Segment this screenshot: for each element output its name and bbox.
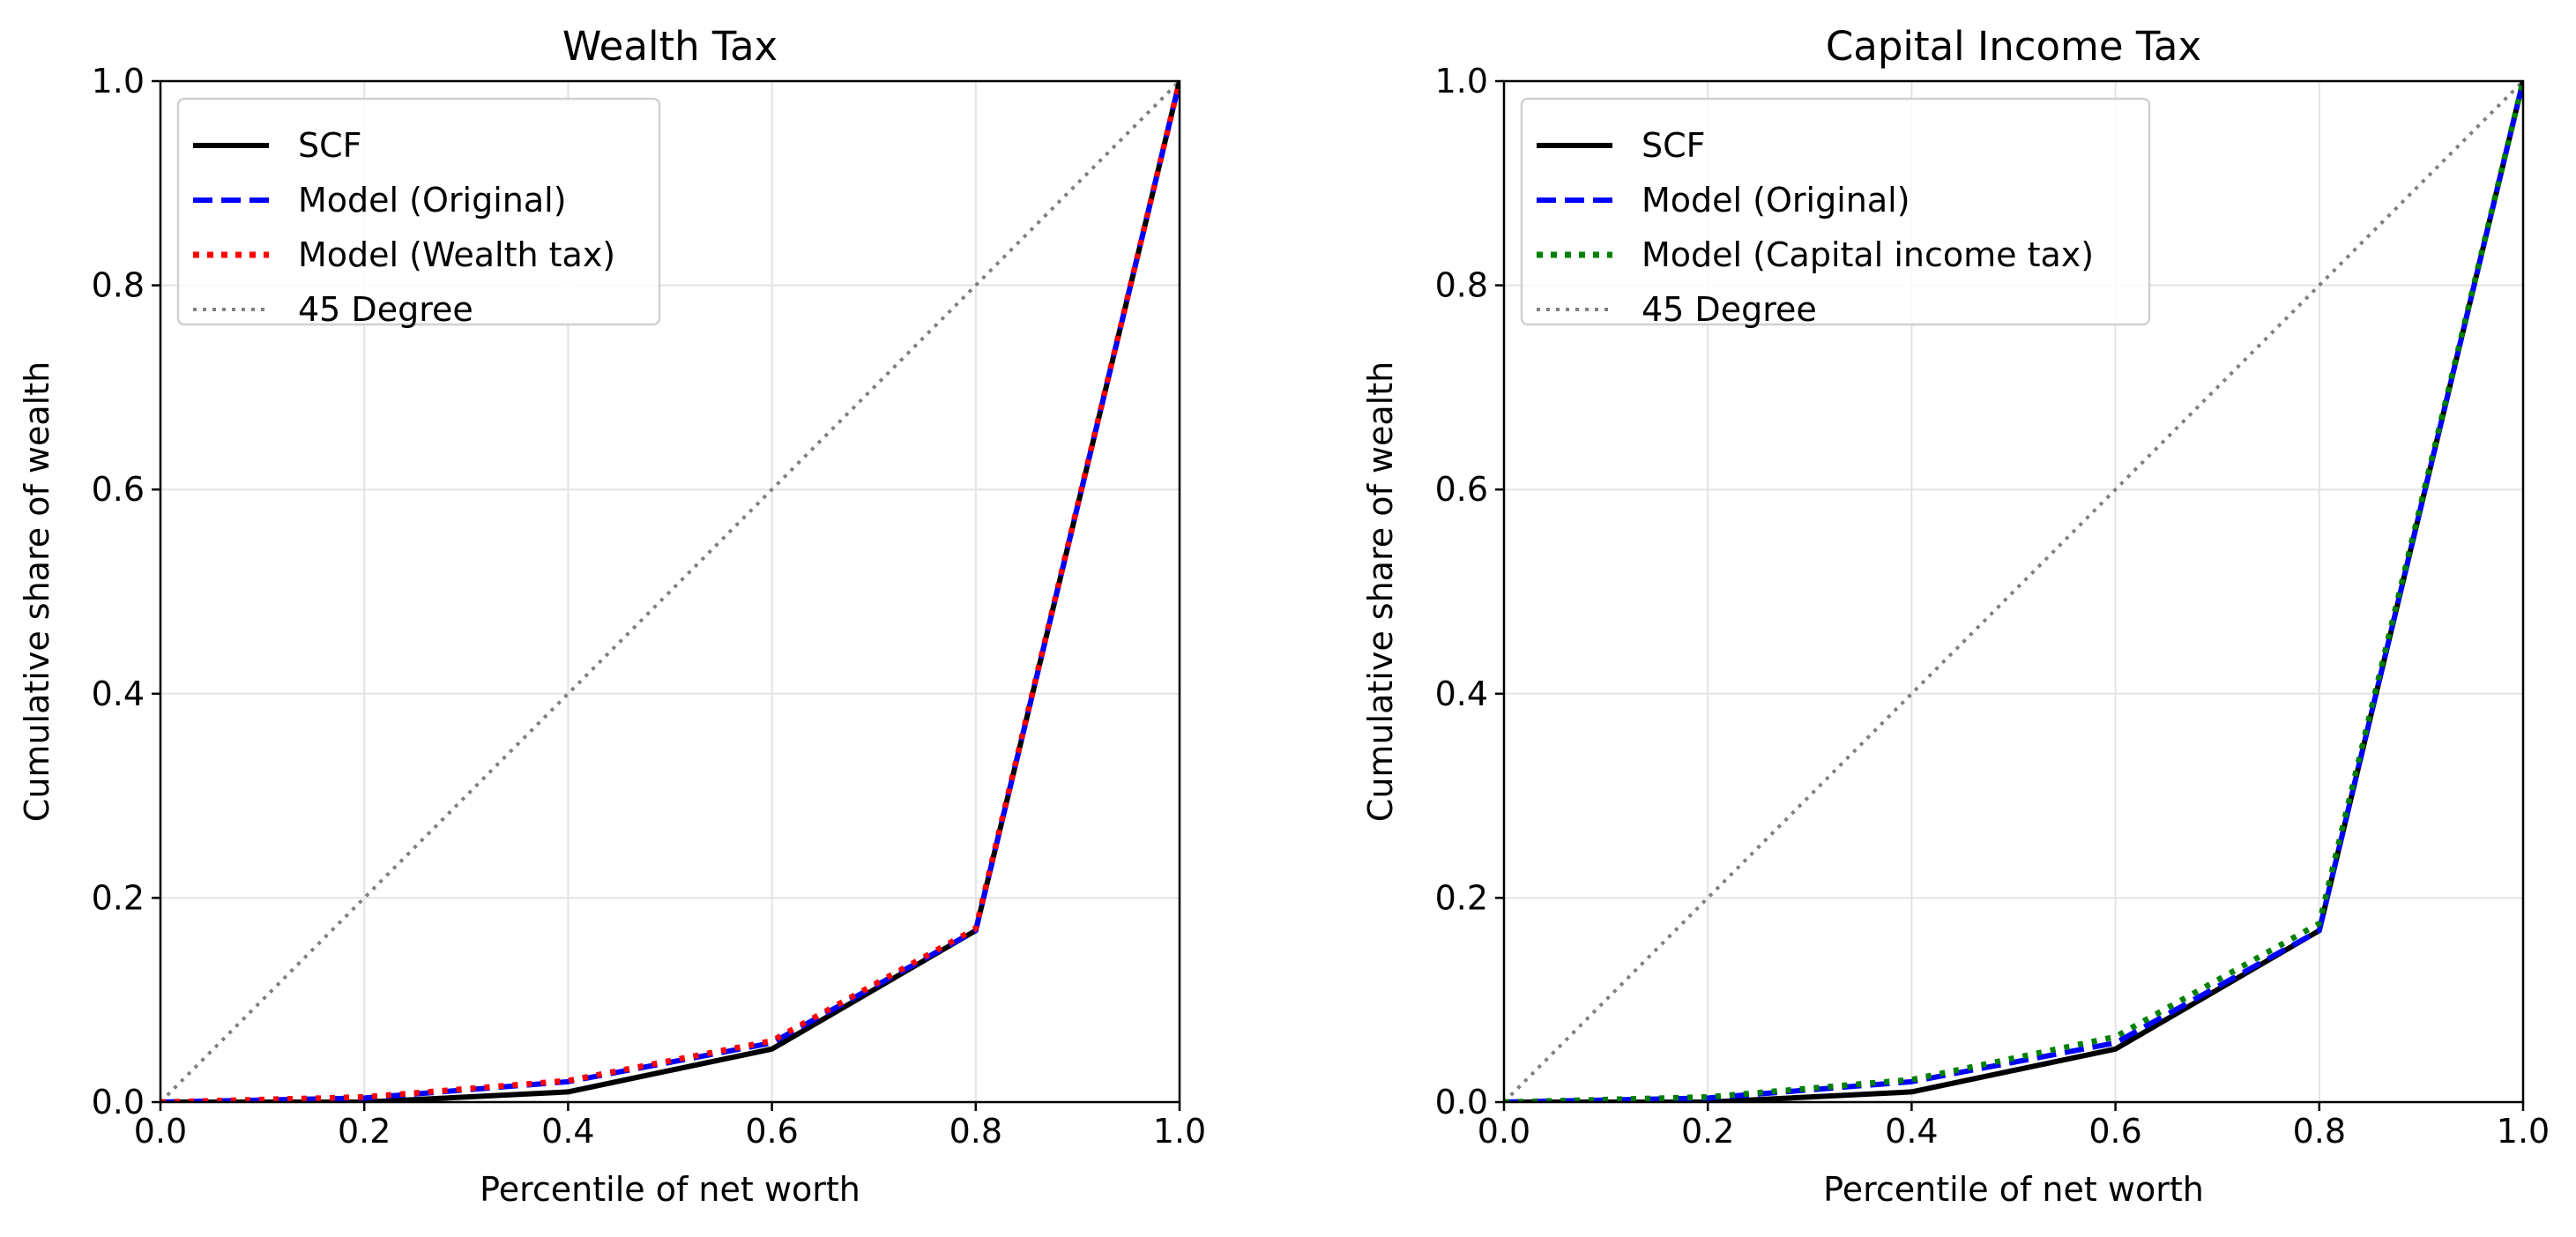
legend-label-model-original: Model (Original) <box>1642 181 1910 220</box>
x-tick-label: 0.0 <box>134 1112 187 1151</box>
x-tick-label: 0.4 <box>1885 1112 1938 1151</box>
y-tick-label: 0.6 <box>1435 470 1488 509</box>
legend-label-scf: SCF <box>1642 126 1706 165</box>
legend-label-45-degree: 45 Degree <box>298 290 473 329</box>
wealth-tax-panel: 0.0 0.2 0.4 0.6 0.8 1.0 0.0 0.2 0.4 0.6 0.8 1.0 Weal… <box>18 23 1206 1209</box>
legend-box <box>1520 97 2151 326</box>
y-tick-label: 0.2 <box>92 878 145 917</box>
y-tick-label: 0.6 <box>92 470 145 509</box>
y-tick-label: 1.0 <box>92 62 145 101</box>
x-axis-label: Percentile of net worth <box>1823 1170 2204 1209</box>
chart-title: Wealth Tax <box>562 23 778 70</box>
y-axis-label: Cumulative share of wealth <box>1361 361 1400 822</box>
chart-title: Capital Income Tax <box>1826 23 2201 70</box>
x-tick-label: 0.0 <box>1478 1112 1530 1151</box>
x-tick-label: 0.6 <box>2088 1112 2141 1151</box>
axes-frame <box>159 79 1181 1104</box>
x-tick-label: 0.2 <box>1681 1112 1734 1151</box>
capital-income-tax-panel: 0.0 0.2 0.4 0.6 0.8 1.0 0.0 0.2 0.4 0.6 0.8 1.0 Capi… <box>1361 23 2550 1209</box>
x-tick-label: 0.4 <box>541 1112 594 1151</box>
x-tick-label: 0.8 <box>2293 1112 2346 1151</box>
x-tick-label: 0.6 <box>745 1112 798 1151</box>
y-tick-label: 0.4 <box>92 674 145 713</box>
legend-box <box>176 97 661 326</box>
x-tick-label: 0.8 <box>949 1112 1002 1151</box>
x-tick-label: 1.0 <box>2497 1112 2550 1151</box>
y-tick-label: 0.2 <box>1435 878 1488 917</box>
legend-label-model-original: Model (Original) <box>298 181 567 220</box>
series-lines <box>1504 81 2523 1102</box>
series-line-model-capital-income-tax <box>1504 81 2523 1102</box>
series-line-model-wealth-tax <box>160 81 1180 1102</box>
legend: SCF Model (Original) Model (Capital income… <box>1520 97 2151 329</box>
x-tick-label: 1.0 <box>1153 1112 1206 1151</box>
x-axis-label: Percentile of net worth <box>480 1170 860 1209</box>
legend: SCF Model (Original) Model (Wealth tax) 45 … <box>176 97 661 329</box>
y-tick-label: 1.0 <box>1435 62 1488 101</box>
y-tick-label: 0.0 <box>92 1083 145 1121</box>
legend-label-45-degree: 45 Degree <box>1642 290 1817 329</box>
y-tick-label: 0.0 <box>1435 1083 1488 1121</box>
y-tick-label: 0.4 <box>1435 674 1488 713</box>
y-tick-label: 0.8 <box>92 266 145 305</box>
legend-label-model-wealth-tax: Model (Wealth tax) <box>298 235 615 274</box>
axes-frame <box>1502 79 2525 1104</box>
y-tick-label: 0.8 <box>1435 266 1488 305</box>
series-lines <box>160 81 1180 1102</box>
y-axis-label: Cumulative share of wealth <box>18 361 56 822</box>
legend-label-scf: SCF <box>298 126 362 165</box>
x-tick-label: 0.2 <box>338 1112 391 1151</box>
legend-label-model-capital-income-tax: Model (Capital income tax) <box>1642 235 2094 274</box>
